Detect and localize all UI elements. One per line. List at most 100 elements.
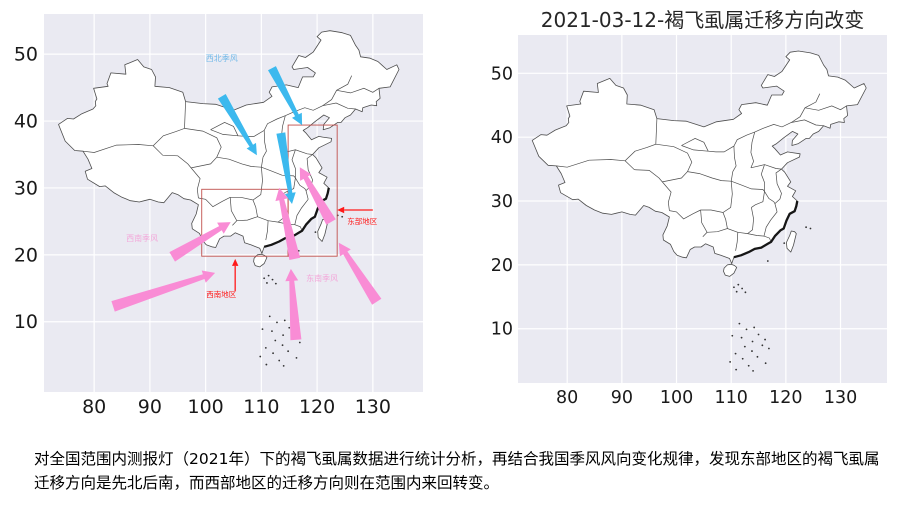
y-tick-label: 40 (491, 128, 513, 148)
islet-dot (764, 362, 767, 365)
islet-dot (744, 291, 747, 294)
province-border (268, 220, 303, 231)
province-border (210, 122, 239, 136)
islet-dot (282, 334, 285, 337)
china-mainland-outline (531, 50, 867, 264)
province-border (336, 87, 380, 94)
x-tick-label: 90 (138, 396, 162, 418)
y-tick-label: 10 (491, 320, 513, 340)
islet-dot (747, 364, 750, 367)
islet-dot (276, 321, 278, 324)
southeast-monsoon-arrow-4 (285, 268, 302, 341)
islet-dot (741, 287, 744, 290)
x-tick-label: 100 (660, 388, 693, 408)
province-border (700, 181, 733, 213)
province-border (730, 171, 765, 192)
southeast-monsoon-label: 东南季风 (306, 273, 338, 283)
y-tick-label: 50 (491, 64, 513, 84)
islet-dot (287, 350, 290, 353)
province-border (763, 211, 778, 237)
islet-dot (741, 357, 744, 360)
x-tick-label: 130 (824, 388, 857, 408)
southwest-region-pointer-label: 西南地区 (206, 289, 236, 299)
east-region-pointer-head (337, 206, 345, 214)
islet-dot (768, 347, 770, 350)
migration-direction-map-svg: 80 90 100 110 120 130 50 40 30 20 10 2021-03-12-褐飞虱… (491, 8, 887, 408)
northwest-monsoon-label: 西北季风 (206, 53, 238, 63)
islet-dot (766, 260, 769, 262)
islet-dot (751, 350, 753, 352)
islet-dot (756, 355, 759, 358)
islet-dot (734, 352, 737, 355)
y-tick-label: 30 (14, 177, 38, 199)
islet-dot (735, 368, 738, 371)
province-border (216, 156, 262, 168)
y-tick-label: 20 (491, 256, 513, 276)
islet-dot (745, 328, 748, 331)
islet-dot (261, 328, 264, 331)
southeast-monsoon-arrow-1 (275, 187, 301, 260)
province-border (236, 216, 269, 222)
province-border (750, 132, 756, 168)
islet-dot (740, 336, 743, 339)
islet-dot (757, 333, 760, 336)
islet-dot (752, 369, 754, 372)
islet-dot (266, 282, 268, 284)
province-border (700, 209, 708, 238)
southwest-monsoon-arrow-2 (169, 222, 231, 262)
islet-dot (278, 359, 281, 362)
islet-dot (751, 340, 754, 343)
x-tick-label: 80 (556, 388, 578, 408)
province-border (265, 220, 269, 241)
x-tick-label: 90 (611, 388, 633, 408)
province-border (747, 207, 754, 234)
southwest-monsoon-label: 西南季风 (126, 233, 158, 243)
y-tick-label: 50 (14, 44, 38, 66)
islet-dot (268, 315, 271, 318)
province-border (732, 146, 737, 172)
province-border (252, 199, 258, 217)
islet-dot (341, 215, 344, 218)
islet-dot (271, 330, 273, 333)
southwest-region-pointer-head (232, 258, 239, 266)
province-border (322, 102, 356, 110)
east-region-pointer-label: 东部地区 (347, 216, 377, 226)
x-tick-label: 120 (769, 388, 802, 408)
province-border (229, 197, 238, 226)
islet-dot (733, 286, 735, 289)
province-border (750, 164, 782, 170)
northwest-monsoon-arrow-2 (268, 66, 303, 126)
y-tick-label: 10 (14, 311, 38, 333)
province-border (624, 160, 672, 211)
province-border (760, 164, 765, 192)
province-border (556, 118, 658, 168)
province-border (764, 191, 776, 204)
migration-direction-map-figure: 80 90 100 110 120 130 50 40 30 20 10 2021-03-12-褐飞虱… (453, 0, 906, 445)
province-border (722, 212, 728, 229)
southeast-monsoon-arrow-3 (338, 242, 382, 305)
province-border (291, 149, 296, 178)
province-border (184, 128, 222, 169)
y-tick-label: 30 (491, 192, 513, 212)
southwest-monsoon-arrow-1 (111, 270, 216, 312)
islet-dot (272, 352, 274, 355)
islet-dot (298, 341, 301, 344)
monsoon-wind-map-figure: 西北季风 西南季风 东南季风 东部地区 西南地区 80 90 100 110 120 130 50 40… (0, 0, 453, 445)
x-tick-label: 110 (243, 396, 279, 418)
x-tick-label: 100 (187, 396, 223, 418)
southeast-coastline (263, 187, 330, 248)
taiwan-island (786, 230, 797, 253)
province-border (261, 157, 296, 179)
islet-dot (764, 338, 766, 341)
islet-dot (271, 278, 274, 281)
x-tick-label: 120 (299, 396, 335, 418)
islet-dot (735, 290, 738, 293)
province-border (262, 130, 267, 158)
analysis-caption: 对全国范围内测报灯（2021年）下的褐飞虱属数据进行统计分析，再结合我国季风风向… (34, 450, 880, 492)
province-border (295, 177, 307, 191)
islet-dot (753, 326, 756, 329)
southeast-coastline (733, 200, 799, 259)
province-border (152, 145, 201, 199)
